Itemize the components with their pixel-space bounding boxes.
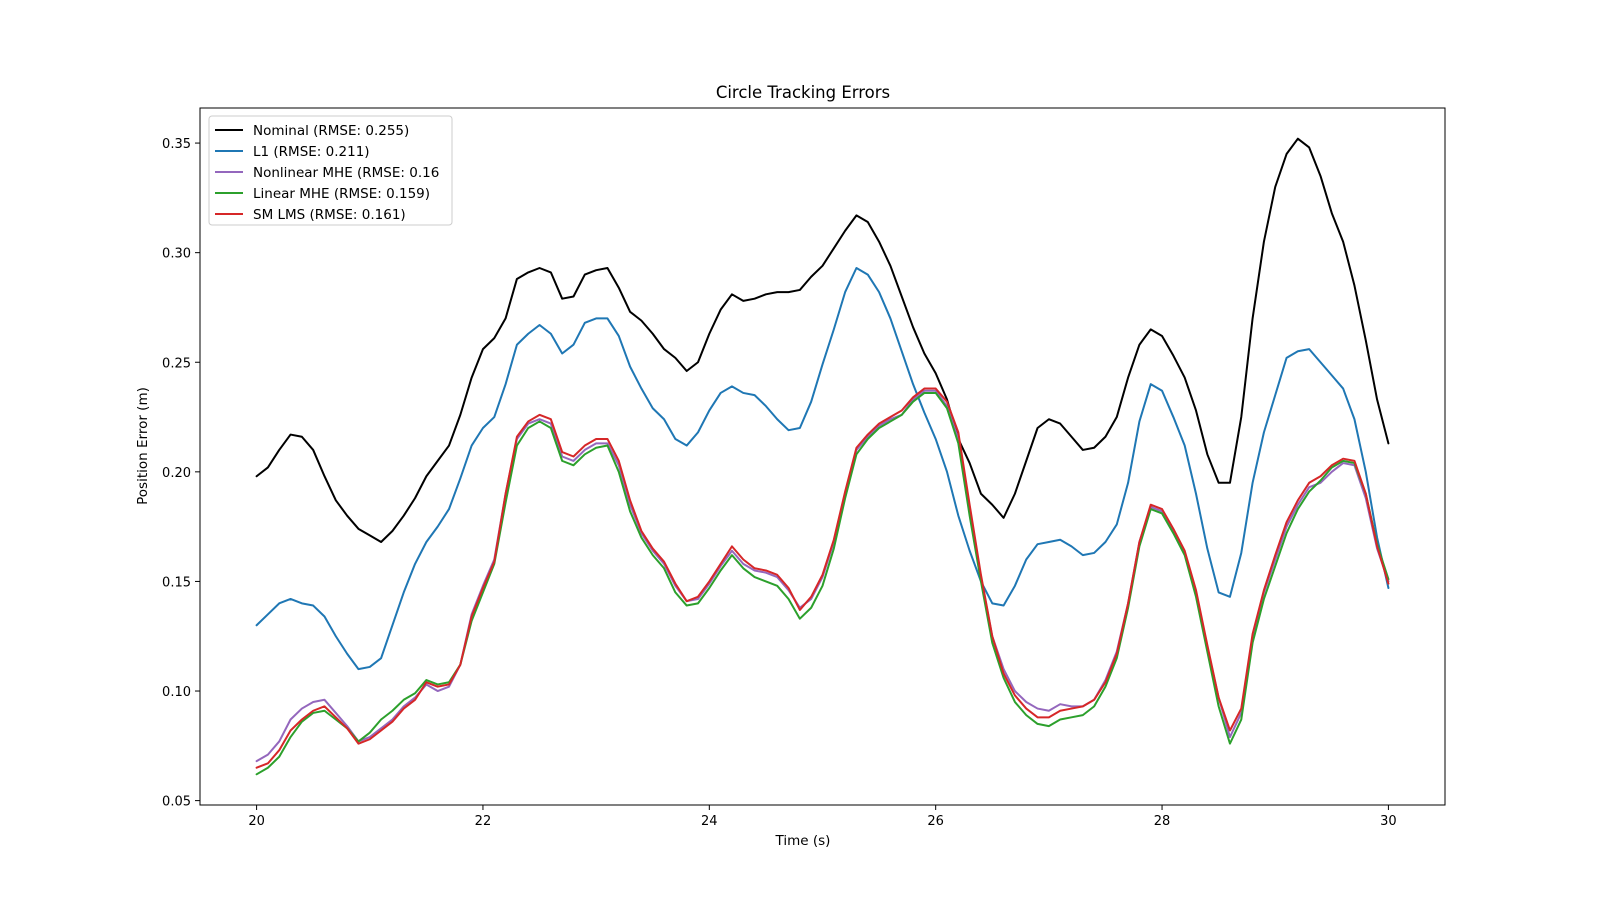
legend-box: [208, 115, 453, 226]
y-tick-label: 0.35: [162, 137, 191, 152]
y-tick-label: 0.15: [162, 575, 191, 590]
y-axis: 0.05 0.10 0.15 0.20 0.25 0.30 0.35: [162, 137, 200, 810]
x-tick-label: 30: [1380, 814, 1397, 829]
y-axis-label: Position Error (m): [135, 387, 151, 505]
series-line-4: [255, 387, 1390, 769]
chart-title: Circle Tracking Errors: [716, 83, 890, 102]
legend-label-0: Nominal (RMSE: 0.255): [253, 123, 409, 139]
y-tick-label: 0.20: [162, 466, 191, 481]
plot-frame: [199, 107, 1446, 806]
x-tick-label: 20: [248, 814, 265, 829]
legend-label-4: SM LMS (RMSE: 0.161): [253, 207, 406, 223]
y-tick-label: 0.25: [162, 356, 191, 371]
x-axis: 20 22 24 26 28 30: [248, 805, 1397, 829]
x-tick-label: 28: [1154, 814, 1171, 829]
x-tick-label: 24: [701, 814, 718, 829]
series-line-0: [255, 137, 1390, 543]
legend-label-1: L1 (RMSE: 0.211): [253, 144, 370, 160]
y-tick-label: 0.30: [162, 247, 191, 262]
plot-area: [199, 107, 1446, 806]
y-tick-label: 0.10: [162, 685, 191, 700]
series-line-1: [255, 267, 1390, 671]
series-line-3: [255, 391, 1390, 776]
legend-label-3: Linear MHE (RMSE: 0.159): [253, 186, 430, 202]
legend: Nominal (RMSE: 0.255) L1 (RMSE: 0.211) Non…: [208, 115, 453, 226]
legend-label-2: Nonlinear MHE (RMSE: 0.16: [253, 165, 439, 181]
y-tick-label: 0.05: [162, 795, 191, 810]
x-tick-label: 22: [475, 814, 492, 829]
x-axis-label: Time (s): [775, 833, 831, 849]
x-tick-label: 26: [927, 814, 944, 829]
